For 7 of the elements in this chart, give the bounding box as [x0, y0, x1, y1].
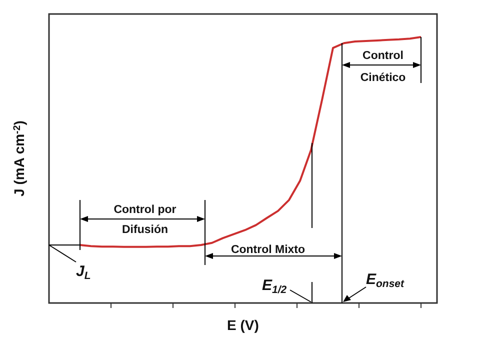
x-axis-title: E (V)	[227, 317, 259, 333]
annotation: E$_{1/2}$	[262, 277, 287, 296]
annotation: Control por Difusión	[114, 204, 177, 236]
annotation: Control Cinético	[360, 50, 406, 84]
annotation: J$_{L}$	[76, 263, 91, 282]
annotation: Control Mixto	[230, 244, 306, 256]
annotation: E$_{onset}$	[366, 271, 405, 290]
